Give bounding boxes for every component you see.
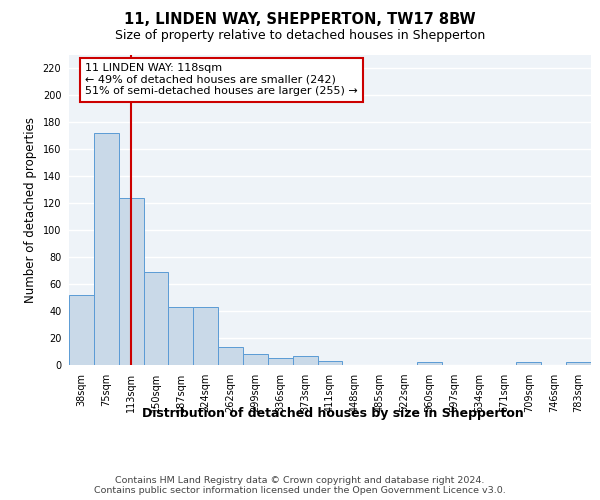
Text: Distribution of detached houses by size in Shepperton: Distribution of detached houses by size …: [142, 408, 524, 420]
Y-axis label: Number of detached properties: Number of detached properties: [24, 117, 37, 303]
Bar: [143, 272, 169, 365]
Bar: [268, 358, 293, 365]
Bar: [218, 348, 243, 365]
Bar: [243, 354, 268, 365]
Bar: [293, 356, 317, 365]
Text: 11 LINDEN WAY: 118sqm
← 49% of detached houses are smaller (242)
51% of semi-det: 11 LINDEN WAY: 118sqm ← 49% of detached …: [85, 63, 358, 96]
Bar: [169, 307, 193, 365]
Bar: [193, 307, 218, 365]
Bar: [566, 362, 591, 365]
Bar: [417, 362, 442, 365]
Bar: [517, 362, 541, 365]
Text: 11, LINDEN WAY, SHEPPERTON, TW17 8BW: 11, LINDEN WAY, SHEPPERTON, TW17 8BW: [124, 12, 476, 28]
Bar: [317, 361, 343, 365]
Text: Contains HM Land Registry data © Crown copyright and database right 2024.
Contai: Contains HM Land Registry data © Crown c…: [94, 476, 506, 495]
Bar: [119, 198, 143, 365]
Bar: [69, 295, 94, 365]
Text: Size of property relative to detached houses in Shepperton: Size of property relative to detached ho…: [115, 29, 485, 42]
Bar: [94, 133, 119, 365]
